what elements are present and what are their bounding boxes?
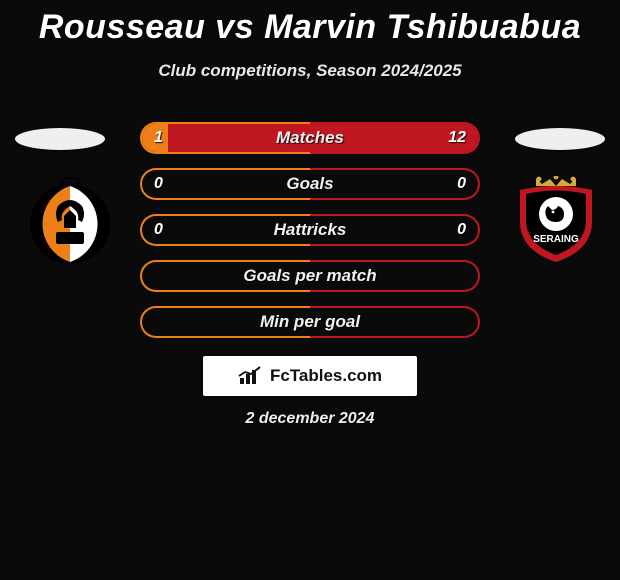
stat-label: Min per goal: [142, 312, 478, 332]
stat-row: Goals0 0: [140, 168, 480, 200]
player-photo-right: [515, 128, 605, 150]
watermark[interactable]: FcTables.com: [203, 356, 417, 396]
stat-value-right: 0: [457, 221, 466, 239]
stat-fill-right: [168, 124, 478, 152]
stat-value-right: 0: [457, 175, 466, 193]
stat-label: Goals: [142, 174, 478, 194]
subtitle: Club competitions, Season 2024/2025: [0, 61, 620, 81]
watermark-text: FcTables.com: [270, 366, 382, 386]
club-badge-left: [20, 176, 120, 264]
stat-value-right: 12: [448, 129, 466, 147]
stat-label: Goals per match: [142, 266, 478, 286]
chart-icon: [238, 366, 264, 386]
stat-row: Min per goal: [140, 306, 480, 338]
stat-value-left: 0: [154, 175, 163, 193]
stats-container: Matches112Goals00Hattricks00Goals per ma…: [140, 122, 480, 352]
stat-value-left: 1: [154, 129, 163, 147]
club-badge-right: SERAING: [506, 176, 606, 264]
stat-row: Goals per match: [140, 260, 480, 292]
page-title: Rousseau vs Marvin Tshibuabua: [0, 0, 620, 47]
stat-row: Hattricks0 0: [140, 214, 480, 246]
stat-label: Hattricks: [142, 220, 478, 240]
player-photo-left: [15, 128, 105, 150]
svg-text:SERAING: SERAING: [533, 234, 579, 245]
stat-row: Matches112: [140, 122, 480, 154]
date-line: 2 december 2024: [0, 410, 620, 428]
stat-value-left: 0: [154, 221, 163, 239]
